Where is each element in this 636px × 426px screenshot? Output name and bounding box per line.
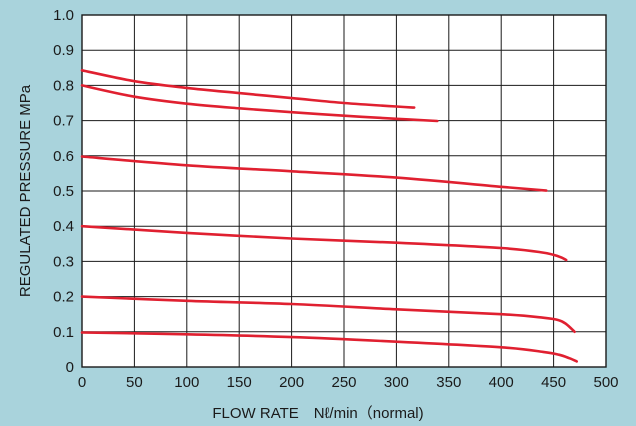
x-tick-label: 200 [279, 374, 304, 391]
y-tick-labels: 0 0.1 0.2 0.3 0.4 0.5 0.6 0.7 0.8 0.9 1.0 [53, 7, 74, 376]
series-line-3 [80, 224, 568, 262]
y-tick-label: 0.3 [53, 253, 74, 270]
x-tick-label: 150 [227, 374, 252, 391]
series-line-5 [80, 331, 578, 363]
x-tick-label: 0 [78, 374, 86, 391]
series-line-4 [80, 295, 576, 334]
y-tick-label: 1.0 [53, 7, 74, 24]
x-tick-label: 450 [541, 374, 566, 391]
y-tick-label: 0.5 [53, 183, 74, 200]
y-tick-label: 0.6 [53, 148, 74, 165]
x-tick-label: 350 [436, 374, 461, 391]
y-tick-label: 0.9 [53, 42, 74, 59]
x-tick-label: 50 [126, 374, 143, 391]
x-tick-labels: 0 50 100 150 200 250 300 350 400 450 500 [78, 374, 619, 391]
series-line-0 [80, 69, 416, 109]
y-tick-label: 0.1 [53, 324, 74, 341]
x-tick-label: 250 [331, 374, 356, 391]
y-tick-label: 0.8 [53, 77, 74, 94]
y-tick-label: 0.7 [53, 113, 74, 130]
x-axis-title: FLOW RATE Nℓ/min（normal) [212, 405, 423, 422]
y-axis-title: REGULATED PRESSURE MPa [17, 84, 34, 297]
y-tick-label: 0 [66, 359, 74, 376]
series-line-1 [80, 84, 439, 123]
y-tick-label: 0.2 [53, 289, 74, 306]
pressure-curves [80, 69, 578, 363]
x-tick-label: 100 [174, 374, 199, 391]
x-tick-label: 300 [384, 374, 409, 391]
x-tick-label: 400 [489, 374, 514, 391]
y-tick-label: 0.4 [53, 218, 74, 235]
x-tick-label: 500 [593, 374, 618, 391]
series-line-2 [80, 155, 548, 192]
